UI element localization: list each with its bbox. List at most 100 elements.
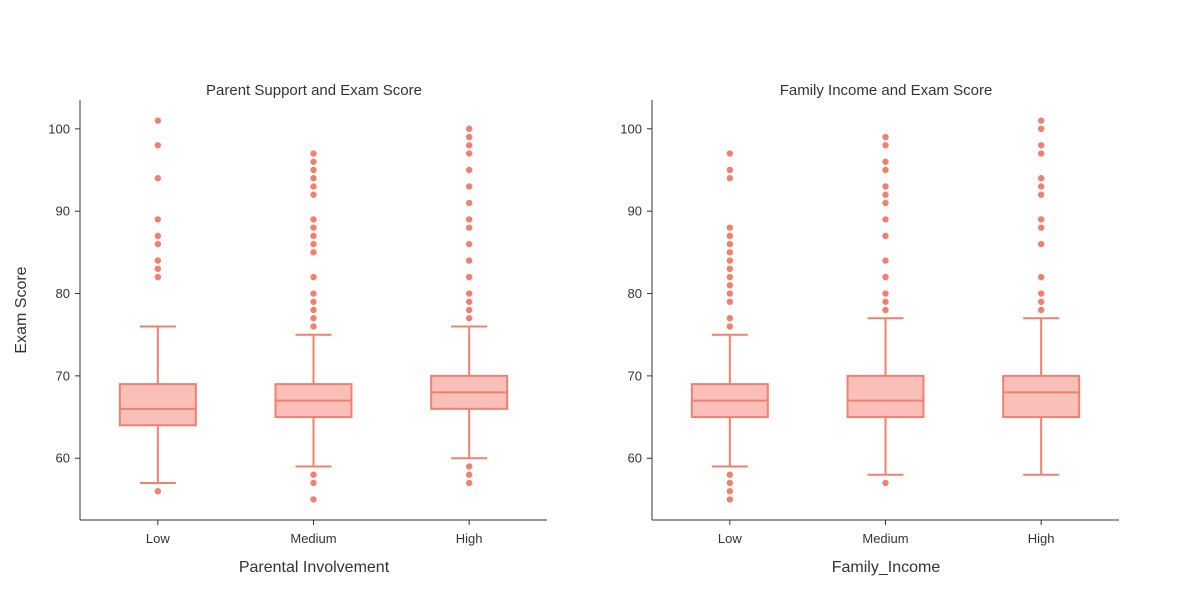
outlier-point bbox=[465, 199, 473, 207]
outlier-point bbox=[154, 232, 162, 240]
x-tick-label: Medium bbox=[862, 531, 908, 546]
outlier-point bbox=[726, 323, 734, 330]
outlier-point bbox=[154, 257, 162, 264]
x-axis-label: Family_Income bbox=[832, 559, 941, 576]
outlier-point bbox=[310, 183, 317, 190]
outlier-point bbox=[882, 166, 889, 174]
outlier-point bbox=[310, 216, 317, 223]
outlier-point bbox=[465, 257, 473, 264]
outlier-point bbox=[310, 232, 317, 240]
outlier-point bbox=[882, 158, 889, 165]
x-tick-label: Low bbox=[146, 531, 170, 546]
outlier-point bbox=[465, 315, 473, 322]
chart-title: Parent Support and Exam Score bbox=[206, 82, 422, 99]
outlier-point bbox=[882, 257, 889, 264]
outlier-point bbox=[465, 240, 473, 248]
outlier-point bbox=[882, 306, 889, 314]
outlier-point bbox=[1037, 224, 1045, 231]
outlier-point bbox=[882, 199, 889, 207]
y-tick-label: 100 bbox=[48, 121, 70, 136]
outlier-point bbox=[1037, 183, 1045, 190]
outlier-point bbox=[465, 142, 473, 149]
box-group-medium bbox=[274, 150, 353, 503]
outlier-point bbox=[154, 265, 162, 273]
outlier-point bbox=[726, 166, 734, 174]
outlier-point bbox=[726, 496, 734, 503]
outlier-point bbox=[310, 290, 317, 297]
outlier-point bbox=[310, 175, 317, 182]
outlier-point bbox=[465, 306, 473, 314]
outlier-point bbox=[310, 471, 317, 478]
outlier-point bbox=[310, 224, 317, 231]
outlier-point bbox=[310, 496, 317, 503]
outlier-point bbox=[1037, 117, 1045, 124]
y-tick-label: 70 bbox=[56, 368, 70, 383]
outlier-point bbox=[726, 315, 734, 322]
outlier-point bbox=[726, 240, 734, 248]
outlier-point bbox=[465, 183, 473, 190]
outlier-point bbox=[726, 175, 734, 182]
outlier-point bbox=[726, 487, 734, 495]
y-tick-label: 80 bbox=[628, 286, 642, 301]
outlier-point bbox=[154, 487, 162, 495]
outlier-point bbox=[310, 249, 317, 256]
outlier-point bbox=[310, 323, 317, 330]
outlier-point bbox=[310, 150, 317, 157]
outlier-point bbox=[882, 133, 889, 141]
outlier-point bbox=[465, 224, 473, 231]
outlier-point bbox=[1037, 216, 1045, 223]
chart-panel-family-income: Family Income and Exam Score Family_Inco… bbox=[620, 82, 1119, 576]
outlier-point bbox=[310, 298, 317, 305]
outlier-point bbox=[154, 175, 162, 182]
outlier-point bbox=[882, 232, 889, 240]
outlier-point bbox=[465, 463, 473, 470]
box-group-low bbox=[690, 150, 769, 503]
x-tick-label: Low bbox=[718, 531, 742, 546]
outlier-point bbox=[882, 273, 889, 281]
outlier-point bbox=[465, 150, 473, 157]
outlier-point bbox=[1037, 150, 1045, 157]
outlier-point bbox=[726, 265, 734, 273]
outlier-point bbox=[154, 273, 162, 281]
y-tick-label: 90 bbox=[56, 204, 70, 219]
outlier-point bbox=[465, 216, 473, 223]
outlier-point bbox=[1037, 191, 1045, 198]
outlier-point bbox=[882, 479, 889, 487]
outlier-point bbox=[310, 273, 317, 281]
y-tick-label: 90 bbox=[628, 204, 642, 219]
y-tick-label: 60 bbox=[56, 451, 70, 466]
outlier-point bbox=[726, 282, 734, 289]
outlier-point bbox=[726, 479, 734, 487]
outlier-point bbox=[310, 166, 317, 174]
outlier-point bbox=[310, 315, 317, 322]
outlier-point bbox=[726, 249, 734, 256]
x-tick-label: Medium bbox=[290, 531, 336, 546]
outlier-point bbox=[1037, 306, 1045, 314]
outlier-point bbox=[1037, 240, 1045, 248]
box-group-low bbox=[118, 117, 197, 495]
x-tick-label: High bbox=[1028, 531, 1055, 546]
outlier-point bbox=[465, 125, 473, 133]
outlier-point bbox=[726, 298, 734, 305]
outlier-point bbox=[1037, 290, 1045, 297]
outlier-point bbox=[1037, 273, 1045, 281]
outlier-point bbox=[882, 298, 889, 305]
outlier-point bbox=[465, 133, 473, 141]
outlier-point bbox=[154, 216, 162, 223]
outlier-point bbox=[310, 479, 317, 487]
box-group-high bbox=[430, 125, 509, 487]
y-tick-label: 80 bbox=[56, 286, 70, 301]
outlier-point bbox=[726, 273, 734, 281]
outlier-point bbox=[726, 257, 734, 264]
box-group-high bbox=[1002, 117, 1081, 476]
outlier-point bbox=[310, 191, 317, 198]
outlier-point bbox=[1037, 298, 1045, 305]
outlier-point bbox=[465, 471, 473, 478]
outlier-point bbox=[154, 142, 162, 149]
y-axis-label: Exam Score bbox=[13, 266, 30, 353]
outlier-point bbox=[726, 150, 734, 157]
box-iqr bbox=[846, 374, 925, 419]
outlier-point bbox=[310, 158, 317, 165]
outlier-point bbox=[465, 290, 473, 297]
